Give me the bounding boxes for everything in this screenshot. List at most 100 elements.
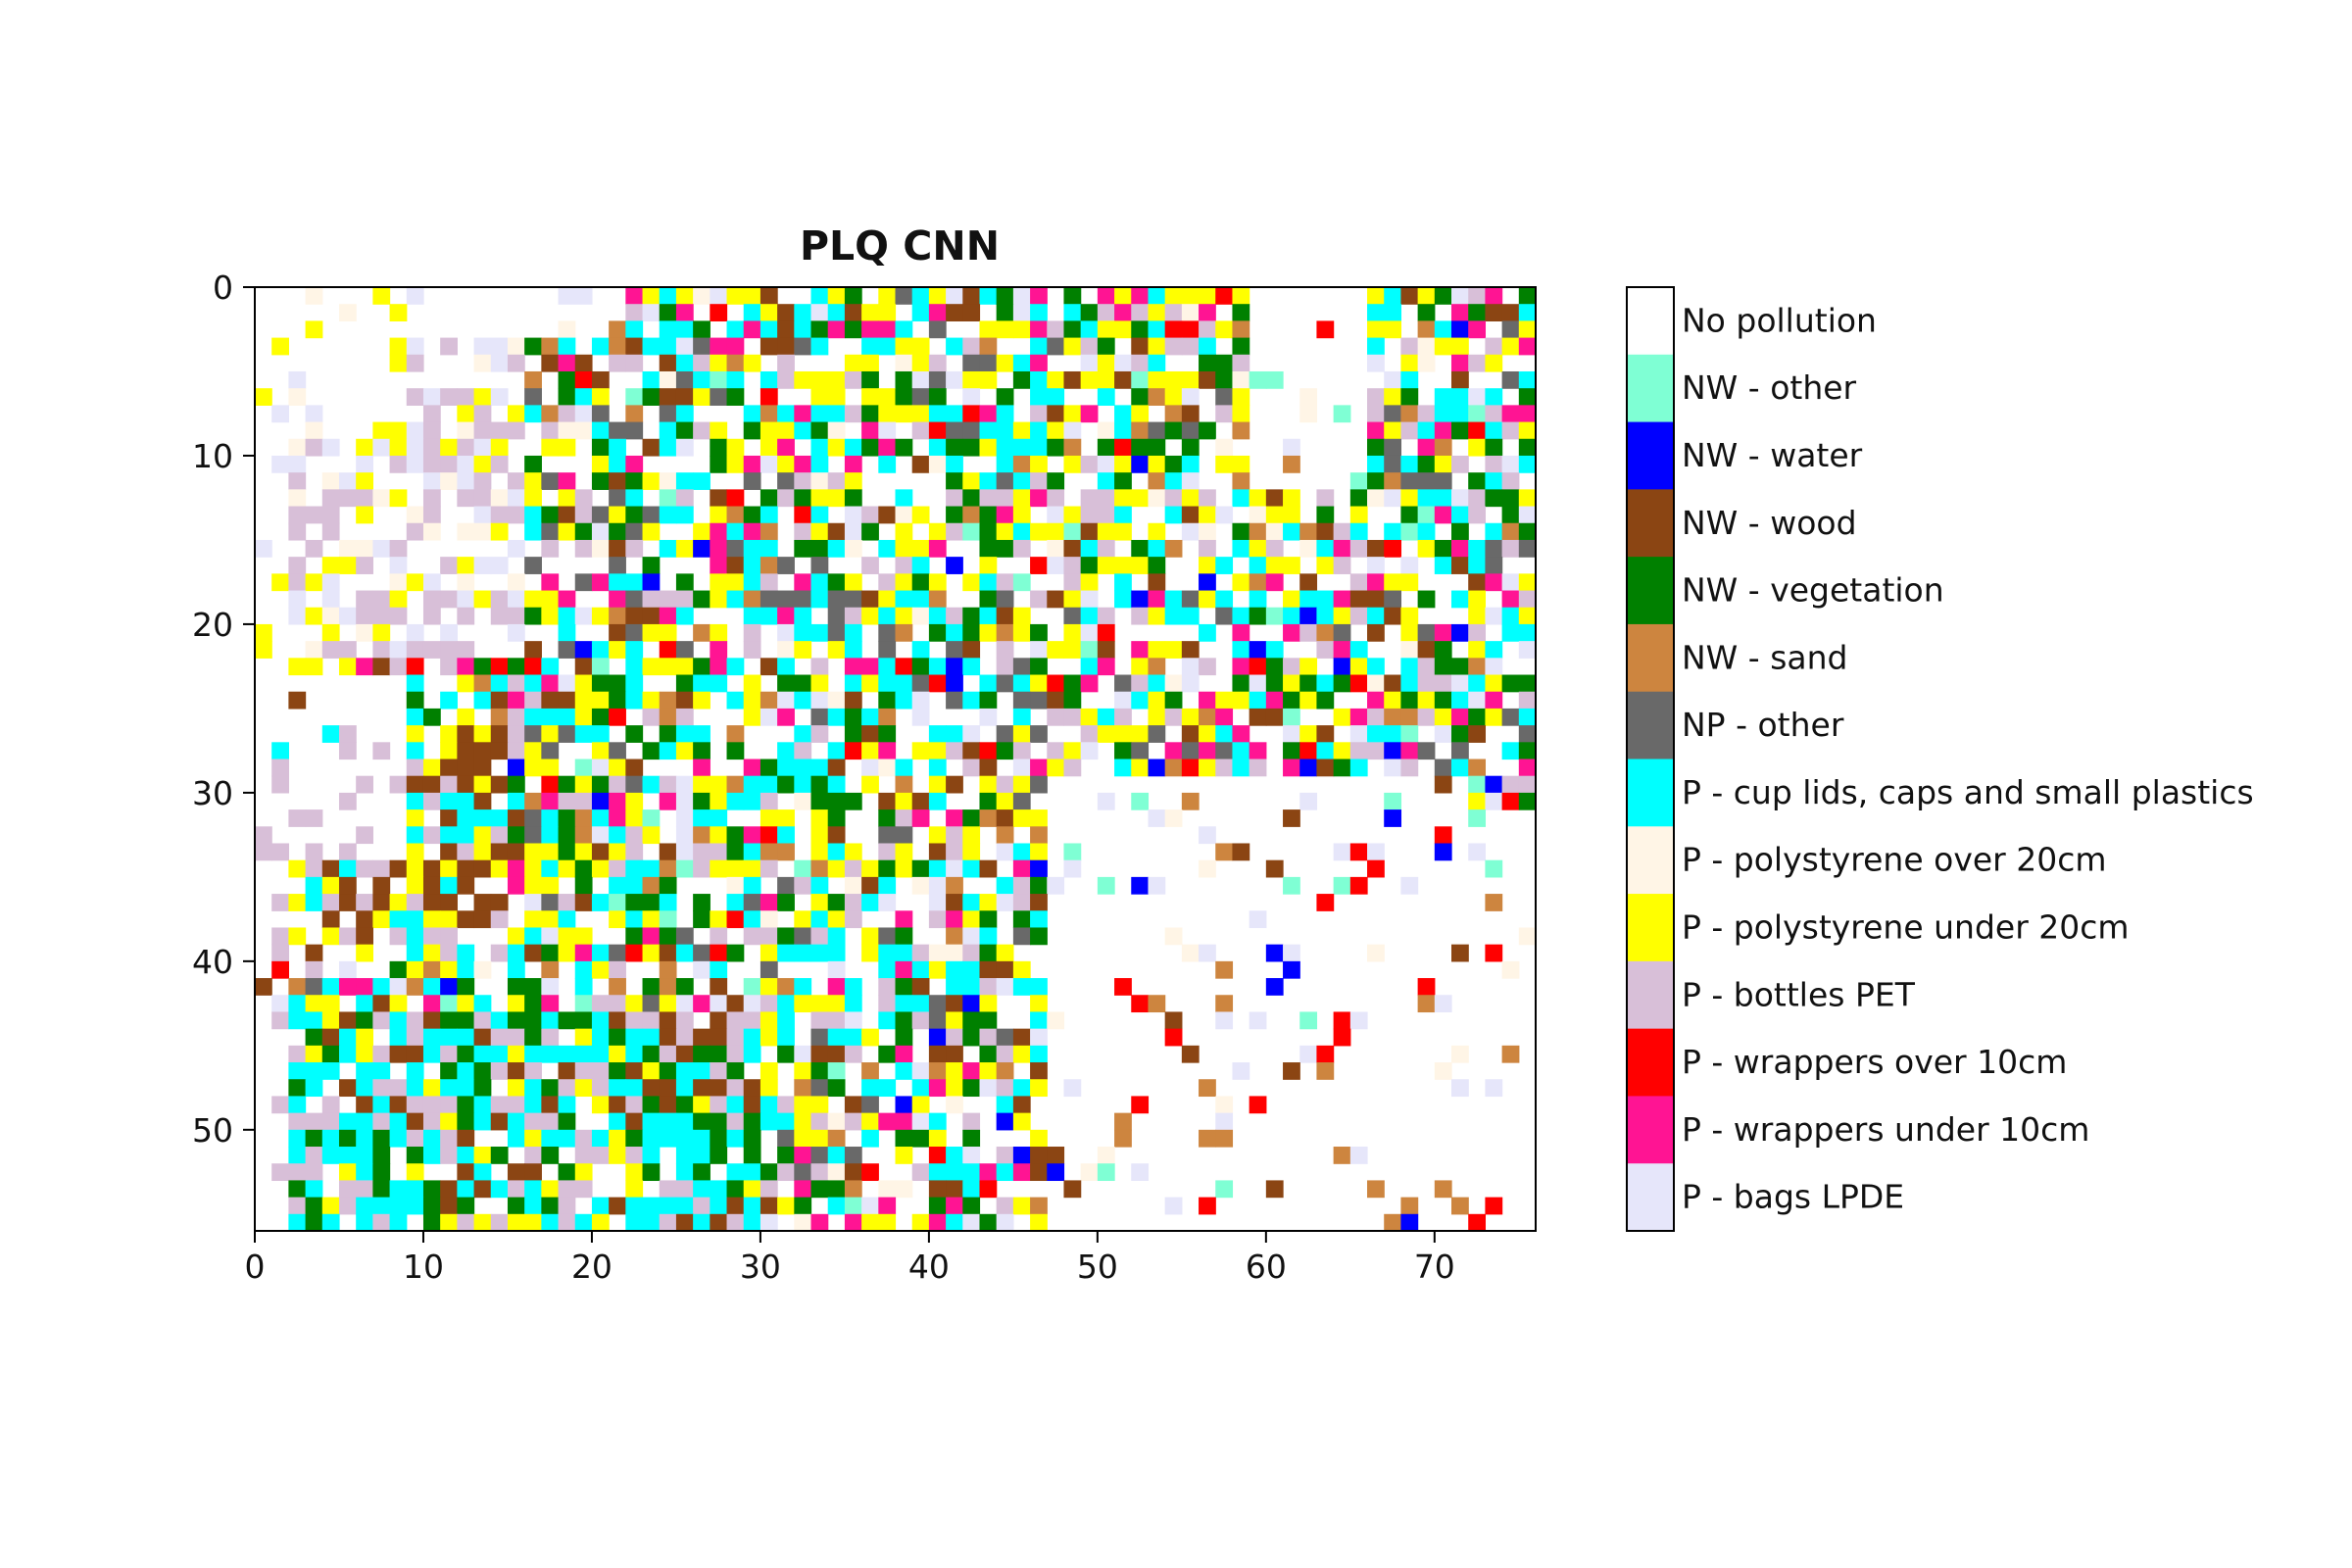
heatmap-cell	[591, 725, 610, 743]
heatmap-cell	[844, 522, 862, 541]
heatmap-cell	[710, 1045, 728, 1063]
heatmap-cell	[642, 506, 661, 524]
heatmap-cell	[1080, 1163, 1099, 1182]
heatmap-cell	[524, 792, 542, 810]
heatmap-cell	[541, 995, 560, 1013]
heatmap-cell	[1400, 607, 1419, 625]
heatmap-cell	[710, 1062, 728, 1080]
heatmap-cell	[1434, 995, 1452, 1013]
heatmap-cell	[693, 539, 710, 558]
heatmap-cell	[321, 1112, 340, 1131]
heatmap-cell	[558, 792, 576, 810]
heatmap-cell	[675, 539, 694, 558]
heatmap-cell	[743, 1028, 761, 1047]
heatmap-cell	[440, 978, 458, 996]
heatmap-cell	[1451, 944, 1469, 962]
heatmap-cell	[524, 708, 542, 726]
heatmap-cell	[1451, 674, 1469, 693]
heatmap-cell	[524, 370, 542, 389]
legend-label: P - bags LPDE	[1682, 1178, 1904, 1216]
heatmap-cell	[710, 539, 728, 558]
x-tick-label: 40	[908, 1248, 950, 1286]
heatmap-cell	[1012, 1147, 1031, 1164]
heatmap-cell	[726, 354, 745, 372]
heatmap-cell	[625, 641, 644, 659]
heatmap-cell	[440, 927, 458, 946]
heatmap-cell	[1097, 455, 1115, 473]
heatmap-cell	[1181, 304, 1200, 321]
heatmap-cell	[1249, 370, 1267, 389]
heatmap-cell	[844, 843, 862, 861]
heatmap-cell	[844, 910, 862, 929]
heatmap-cell	[794, 725, 812, 743]
heatmap-cell	[574, 708, 593, 726]
heatmap-cell	[659, 641, 677, 659]
heatmap-cell	[861, 1096, 879, 1114]
heatmap-cell	[338, 725, 357, 743]
heatmap-cell	[979, 894, 998, 911]
heatmap-cell	[1131, 287, 1150, 305]
heatmap-cell	[844, 472, 862, 490]
heatmap-cell	[1215, 354, 1234, 372]
heatmap-cell	[1501, 1045, 1520, 1063]
heatmap-cell	[996, 623, 1014, 642]
heatmap-cell	[625, 910, 644, 929]
heatmap-cell	[659, 421, 677, 440]
heatmap-cell	[844, 859, 862, 878]
heatmap-cell	[625, 995, 644, 1013]
heatmap-cell	[1080, 405, 1099, 423]
heatmap-cell	[574, 354, 593, 372]
heatmap-cell	[794, 370, 812, 389]
heatmap-cell	[1451, 742, 1469, 760]
heatmap-cell	[356, 658, 373, 676]
heatmap-cell	[659, 438, 677, 457]
heatmap-cell	[1199, 859, 1216, 878]
heatmap-cell	[558, 1180, 576, 1199]
heatmap-cell	[1114, 708, 1132, 726]
heatmap-cell	[1434, 658, 1452, 676]
heatmap-cell	[996, 388, 1014, 406]
heatmap-cell	[760, 960, 778, 979]
heatmap-cell	[726, 1129, 745, 1148]
heatmap-cell	[422, 876, 441, 895]
heatmap-cell	[861, 405, 879, 423]
heatmap-cell	[710, 809, 728, 827]
heatmap-cell	[321, 1028, 340, 1047]
heatmap-cell	[895, 960, 913, 979]
heatmap-cell	[659, 725, 677, 743]
heatmap-cell	[406, 775, 424, 794]
heatmap-cell	[1199, 1129, 1216, 1148]
plot-frame	[254, 286, 1537, 1232]
heatmap-cell	[305, 1011, 323, 1030]
heatmap-cell	[406, 506, 424, 524]
heatmap-cell	[389, 641, 408, 659]
heatmap-cell	[1468, 809, 1487, 827]
heatmap-cell	[574, 1045, 593, 1063]
heatmap-cell	[440, 910, 458, 929]
heatmap-cell	[490, 607, 509, 625]
heatmap-cell	[1384, 287, 1402, 305]
heatmap-cell	[574, 421, 593, 440]
heatmap-cell	[406, 421, 424, 440]
heatmap-cell	[996, 809, 1014, 827]
heatmap-cell	[541, 910, 560, 929]
heatmap-cell	[962, 894, 981, 911]
heatmap-cell	[473, 1096, 492, 1114]
heatmap-cell	[1485, 304, 1503, 321]
heatmap-cell	[1131, 742, 1150, 760]
heatmap-cell	[1047, 1147, 1065, 1164]
heatmap-cell	[440, 876, 458, 895]
heatmap-cell	[524, 1045, 542, 1063]
heatmap-cell	[861, 1062, 879, 1080]
heatmap-cell	[844, 894, 862, 911]
heatmap-cell	[1518, 775, 1537, 794]
heatmap-cell	[1400, 405, 1419, 423]
heatmap-cell	[1333, 623, 1351, 642]
heatmap-cell	[1400, 287, 1419, 305]
heatmap-cell	[946, 809, 963, 827]
heatmap-cell	[827, 304, 846, 321]
heatmap-cell	[625, 691, 644, 710]
heatmap-cell	[541, 859, 560, 878]
heatmap-cell	[1215, 590, 1234, 609]
heatmap-cell	[625, 843, 644, 861]
